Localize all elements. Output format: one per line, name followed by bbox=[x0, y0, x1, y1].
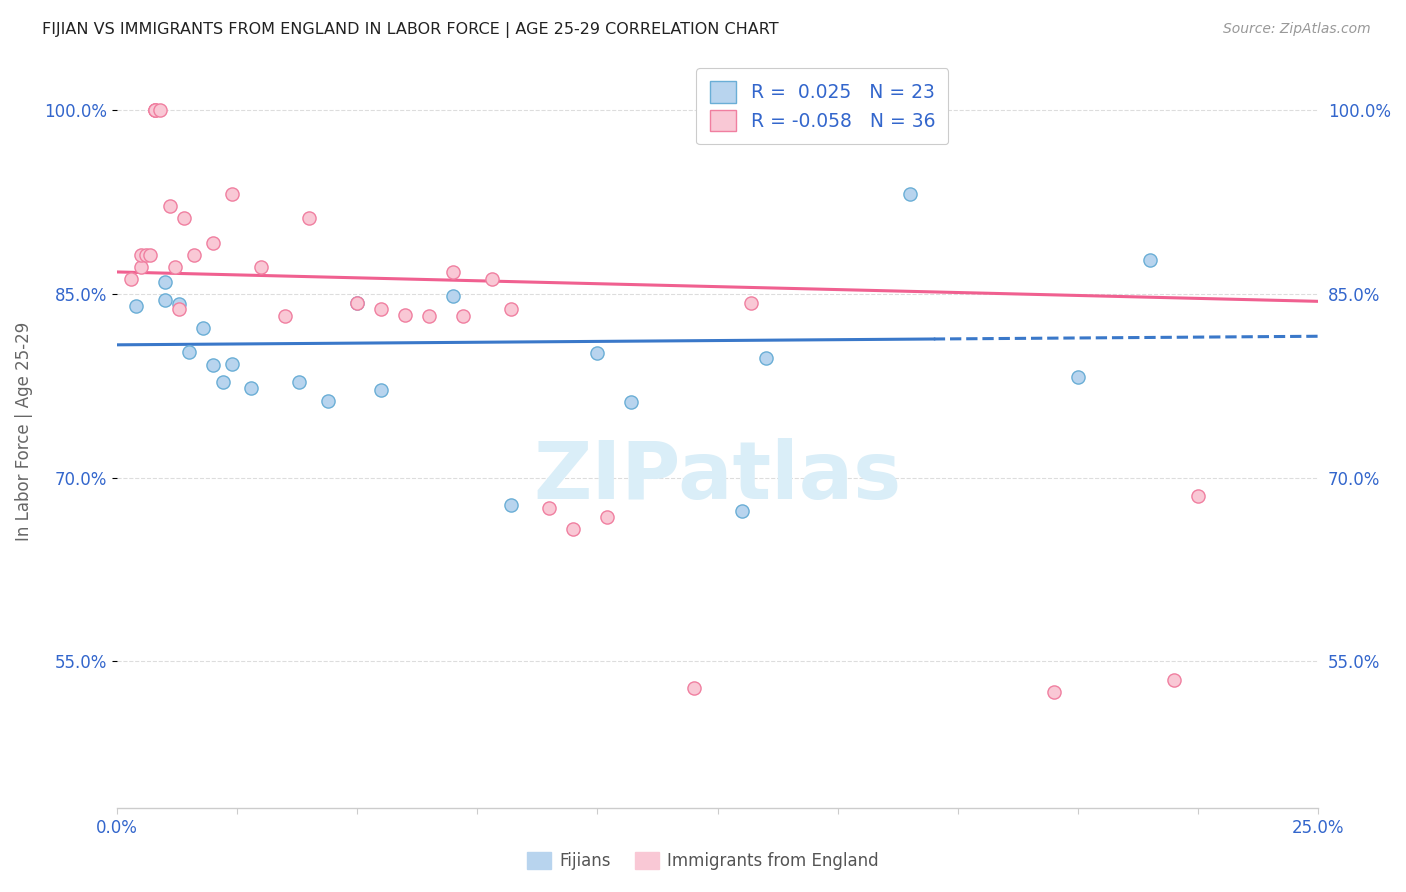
Point bbox=[298, 211, 321, 225]
Point bbox=[755, 351, 778, 365]
Point bbox=[125, 299, 148, 313]
Point bbox=[596, 510, 619, 524]
Point bbox=[159, 199, 181, 213]
Legend: R =  0.025   N = 23, R = -0.058   N = 36: R = 0.025 N = 23, R = -0.058 N = 36 bbox=[696, 69, 949, 145]
Point bbox=[1067, 370, 1090, 384]
Point bbox=[1163, 673, 1185, 687]
Point bbox=[143, 103, 166, 118]
Point bbox=[211, 375, 233, 389]
Point bbox=[169, 297, 191, 311]
Text: ZIPatlas: ZIPatlas bbox=[533, 438, 901, 516]
Point bbox=[875, 94, 897, 108]
Point bbox=[1043, 685, 1066, 699]
Point bbox=[316, 393, 339, 408]
Point bbox=[562, 522, 585, 536]
Point bbox=[1187, 489, 1209, 503]
Point bbox=[169, 301, 191, 316]
Point bbox=[740, 295, 762, 310]
Point bbox=[730, 504, 752, 518]
Point bbox=[221, 186, 243, 201]
Point bbox=[538, 501, 561, 516]
Y-axis label: In Labor Force | Age 25-29: In Labor Force | Age 25-29 bbox=[15, 322, 32, 541]
Point bbox=[153, 275, 176, 289]
Point bbox=[240, 381, 263, 395]
Point bbox=[177, 344, 200, 359]
Point bbox=[898, 186, 921, 201]
Point bbox=[441, 289, 464, 303]
Point bbox=[274, 309, 297, 323]
Point bbox=[620, 394, 643, 409]
Point bbox=[120, 272, 142, 286]
Point bbox=[183, 248, 205, 262]
Point bbox=[481, 272, 503, 286]
Point bbox=[451, 309, 474, 323]
Point bbox=[288, 375, 311, 389]
Point bbox=[418, 309, 440, 323]
Point bbox=[129, 260, 152, 274]
Point bbox=[193, 321, 215, 335]
Point bbox=[163, 260, 186, 274]
Point bbox=[682, 681, 704, 696]
Point bbox=[201, 235, 224, 250]
Point bbox=[153, 293, 176, 307]
Point bbox=[499, 301, 522, 316]
Point bbox=[441, 265, 464, 279]
Point bbox=[173, 211, 195, 225]
Text: Source: ZipAtlas.com: Source: ZipAtlas.com bbox=[1223, 22, 1371, 37]
Point bbox=[250, 260, 273, 274]
Point bbox=[129, 248, 152, 262]
Point bbox=[221, 357, 243, 371]
Point bbox=[143, 103, 166, 118]
Text: FIJIAN VS IMMIGRANTS FROM ENGLAND IN LABOR FORCE | AGE 25-29 CORRELATION CHART: FIJIAN VS IMMIGRANTS FROM ENGLAND IN LAB… bbox=[42, 22, 779, 38]
Point bbox=[346, 295, 368, 310]
Point bbox=[139, 248, 162, 262]
Point bbox=[370, 383, 392, 397]
Point bbox=[346, 295, 368, 310]
Point bbox=[135, 248, 157, 262]
Point bbox=[149, 103, 172, 118]
Point bbox=[1139, 252, 1161, 267]
Point bbox=[201, 358, 224, 372]
Point bbox=[499, 498, 522, 512]
Point bbox=[370, 301, 392, 316]
Legend: Fijians, Immigrants from England: Fijians, Immigrants from England bbox=[520, 845, 886, 877]
Point bbox=[586, 346, 609, 360]
Point bbox=[143, 103, 166, 118]
Point bbox=[394, 308, 416, 322]
